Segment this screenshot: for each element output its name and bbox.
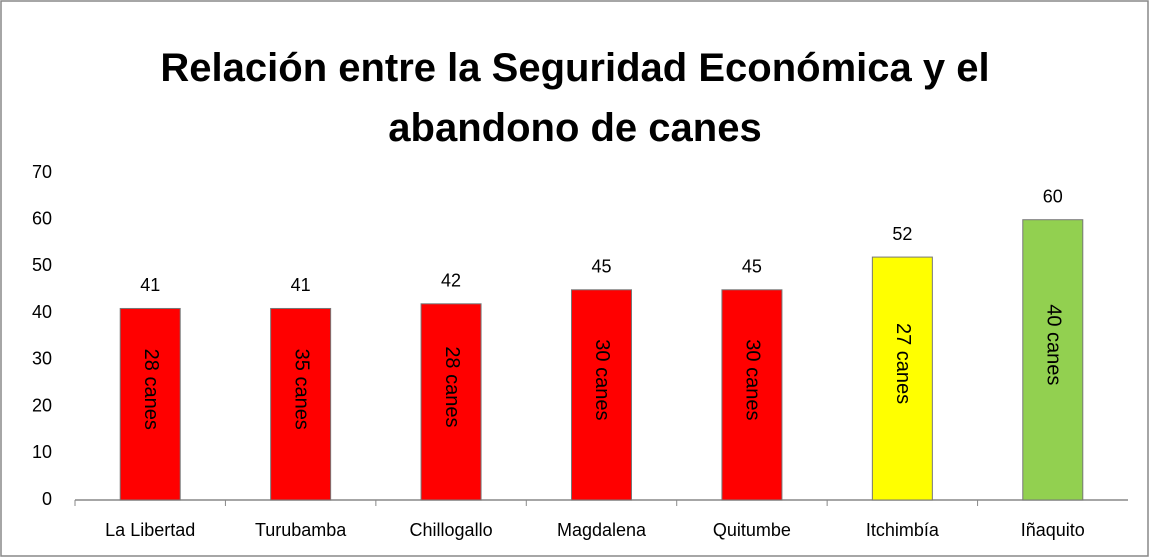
chart-title: Relación entre la Seguridad Económica y … [160,46,990,150]
value-label: 41 [291,275,311,295]
value-label: 41 [140,275,160,295]
bar-label: 35 canes [290,349,312,430]
y-tick-label: 20 [32,395,52,415]
x-tick-label: Quitumbe [713,520,791,540]
y-tick-label: 50 [32,255,52,275]
bar [721,289,783,501]
x-tick-label: Itchimbía [866,520,940,540]
bar [871,256,933,501]
value-label: 45 [742,257,762,277]
bar [571,289,632,501]
y-tick-label: 30 [32,349,52,369]
y-tick-label: 40 [32,302,52,322]
x-tick-label: Magdalena [557,520,647,540]
bar-label: 30 canes [742,339,764,420]
value-label: 42 [441,271,461,291]
bar-label: 30 canes [591,339,613,420]
y-tick-label: 10 [32,442,52,462]
x-tick-label: Chillogallo [410,520,493,540]
x-tick-label: Iñaquito [1021,520,1085,540]
x-tick-label: Turubamba [255,520,347,540]
x-tick-label: La Libertad [105,520,195,540]
y-tick-label: 60 [32,208,52,228]
value-label: 52 [892,224,912,244]
value-label: 60 [1043,186,1063,206]
bar [1022,219,1084,501]
bar [270,307,332,501]
bar-label: 28 canes [441,346,463,427]
value-label: 45 [591,257,611,277]
bar-label: 28 canes [140,349,162,430]
bar [420,303,482,501]
bar [119,307,181,501]
bar-label: 27 canes [892,323,914,404]
y-tick-label: 0 [42,489,52,509]
bar-label: 40 canes [1043,304,1065,385]
y-tick-label: 70 [32,162,52,182]
